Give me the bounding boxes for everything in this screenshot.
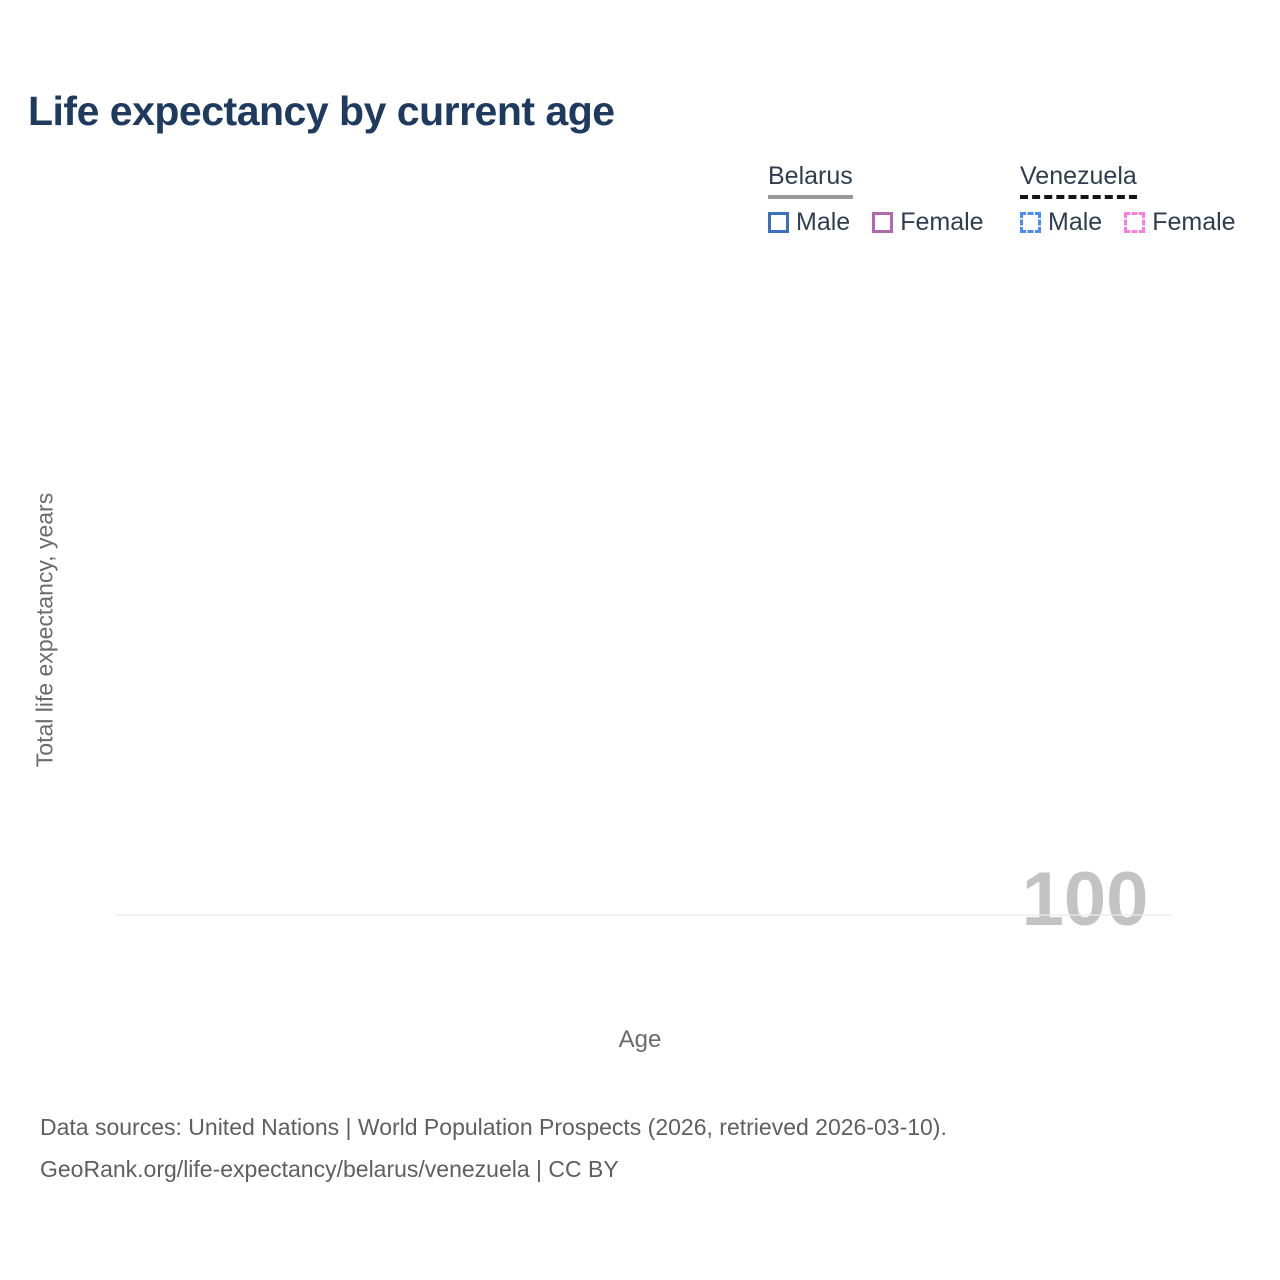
data-source-note: Data sources: United Nations | World Pop… <box>40 1106 947 1190</box>
line-swatch-icon <box>1124 212 1146 233</box>
line-swatch-icon <box>768 212 789 233</box>
legend-item-belarus-female[interactable]: Female <box>872 208 984 237</box>
legend-group-title: Belarus <box>768 162 853 199</box>
line-swatch-icon <box>872 212 894 233</box>
legend-group-title: Venezuela <box>1020 162 1137 199</box>
line-swatch-icon <box>1020 212 1041 233</box>
legend-item-belarus-male[interactable]: Male <box>768 208 850 237</box>
legend-item-venezuela-female[interactable]: Female <box>1124 208 1236 237</box>
x-axis-title: Age <box>618 1026 662 1053</box>
current-age-watermark: 100 <box>1021 857 1149 942</box>
legend-group-belarus: Belarus Male Female <box>768 162 1006 237</box>
data-source-line: Data sources: United Nations | World Pop… <box>40 1114 947 1140</box>
legend-group-venezuela: Venezuela Male Female <box>1020 162 1258 237</box>
attribution-line: GeoRank.org/life-expectancy/belarus/vene… <box>40 1156 619 1182</box>
page-title: Life expectancy by current age <box>28 88 615 134</box>
legend-item-venezuela-male[interactable]: Male <box>1020 208 1102 237</box>
